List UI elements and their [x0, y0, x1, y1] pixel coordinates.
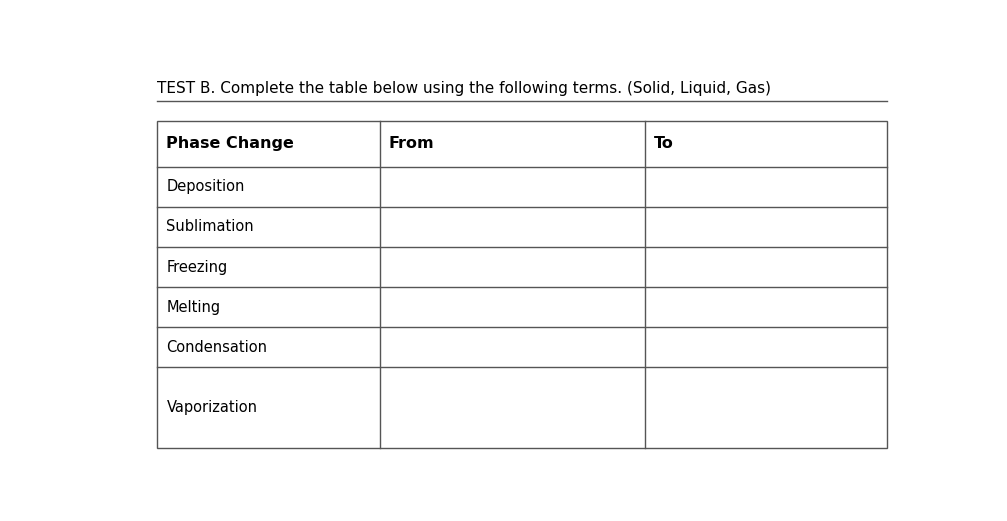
Text: From: From	[389, 137, 434, 151]
Text: Melting: Melting	[166, 300, 221, 315]
Text: Sublimation: Sublimation	[166, 219, 254, 234]
Text: Deposition: Deposition	[166, 179, 245, 194]
Bar	[157, 121, 887, 448]
Text: Phase Change: Phase Change	[166, 137, 294, 151]
Text: Freezing: Freezing	[166, 259, 228, 275]
Text: TEST B. Complete the table below using the following terms. (Solid, Liquid, Gas): TEST B. Complete the table below using t…	[157, 81, 771, 95]
Text: Vaporization: Vaporization	[166, 400, 258, 415]
Text: To: To	[655, 137, 674, 151]
Text: Condensation: Condensation	[166, 340, 268, 355]
